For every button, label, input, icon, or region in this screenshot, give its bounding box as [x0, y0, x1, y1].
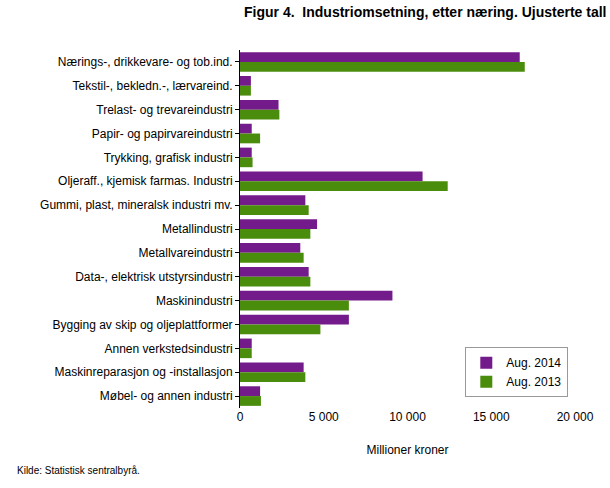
- svg-text:Data-, elektrisk utstyrsindust: Data-, elektrisk utstyrsindustri: [75, 270, 232, 284]
- svg-text:Bygging av skip og oljeplattfo: Bygging av skip og oljeplattformer: [53, 318, 233, 332]
- svg-text:Oljeraff., kjemisk farmas. Ind: Oljeraff., kjemisk farmas. Industri: [58, 174, 233, 188]
- svg-text:5 000: 5 000: [309, 410, 339, 424]
- svg-text:Figur 4. Industriomsetning, e: Figur 4. Industriomsetning, etter næring…: [244, 4, 606, 20]
- svg-text:0: 0: [237, 410, 244, 424]
- svg-text:Nærings-, drikkevare- og tob.i: Nærings-, drikkevare- og tob.ind.: [58, 55, 233, 69]
- svg-text:Kilde: Statistisk sentralbyrå.: Kilde: Statistisk sentralbyrå.: [17, 465, 140, 476]
- svg-text:Maskinreparasjon og -installas: Maskinreparasjon og -installasjon: [55, 365, 233, 379]
- svg-text:15 000: 15 000: [473, 410, 510, 424]
- svg-text:10 000: 10 000: [389, 410, 426, 424]
- svg-text:Metallvareindustri: Metallvareindustri: [139, 246, 233, 260]
- svg-text:Møbel- og annen industri: Møbel- og annen industri: [100, 389, 233, 403]
- svg-text:Maskinindustri: Maskinindustri: [156, 294, 233, 308]
- svg-text:Trelast- og trevareindustri: Trelast- og trevareindustri: [96, 103, 232, 117]
- svg-text:Aug. 2013: Aug. 2013: [506, 375, 561, 389]
- svg-text:Metallindustri: Metallindustri: [162, 222, 233, 236]
- svg-text:Papir- og papirvareindustri: Papir- og papirvareindustri: [92, 127, 233, 141]
- svg-text:Aug. 2014: Aug. 2014: [506, 356, 561, 370]
- svg-text:Millioner kroner: Millioner kroner: [366, 443, 448, 457]
- svg-text:Tekstil-, bekledn.-, lærvarein: Tekstil-, bekledn.-, lærvareind.: [73, 79, 233, 93]
- svg-text:Gummi, plast, mineralsk indust: Gummi, plast, mineralsk industri mv.: [40, 198, 233, 212]
- svg-text:20 000: 20 000: [557, 410, 594, 424]
- svg-text:Annen verkstedsindustri: Annen verkstedsindustri: [105, 342, 233, 356]
- svg-text:Trykking, grafisk industri: Trykking, grafisk industri: [104, 151, 233, 165]
